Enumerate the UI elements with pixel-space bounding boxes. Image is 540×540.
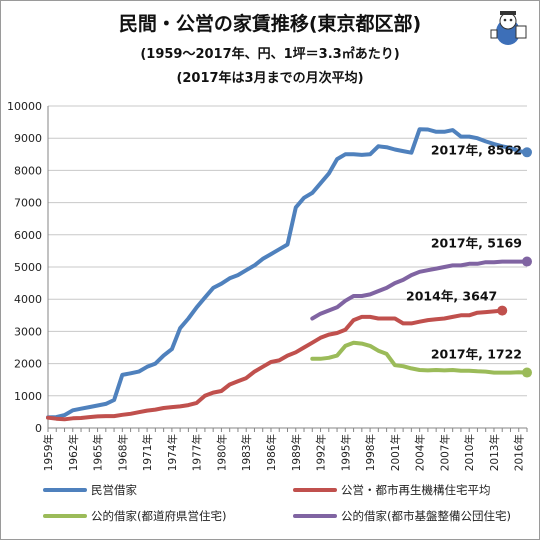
series-line-1: [46, 127, 529, 420]
data-label: 2017年, 8562: [431, 142, 522, 157]
series-line-3: [310, 340, 529, 375]
x-tick-label: 1983年: [240, 434, 253, 471]
series-line-2: [46, 308, 505, 422]
chart-title: 民間・公営の家賃推移(東京都区部): [118, 13, 422, 35]
y-tick-label: 10000: [7, 100, 42, 113]
legend-label-2: 公営・都市再生機構住宅平均: [341, 483, 491, 497]
y-tick-label: 8000: [14, 164, 42, 177]
y-tick-label: 2000: [14, 358, 42, 371]
x-tick-label: 1980年: [215, 434, 228, 471]
y-tick-label: 5000: [14, 261, 42, 274]
y-tick-label: 7000: [14, 197, 42, 210]
data-label: 2017年, 1722: [431, 347, 522, 362]
x-tick-label: 1968年: [116, 434, 129, 471]
x-tick-label: 1965年: [92, 434, 105, 471]
x-tick-label: 1986年: [265, 434, 278, 471]
series-end-marker-3: [522, 367, 532, 378]
chart-subtitle-note: (2017年は3月までの月次平均): [176, 71, 364, 86]
series-end-marker-1: [522, 147, 532, 158]
series-end-marker-2: [497, 305, 508, 316]
legend-label-1: 民営借家: [91, 483, 137, 497]
x-tick-label: 2016年: [513, 434, 526, 471]
y-tick-label: 9000: [14, 132, 42, 145]
x-tick-label: 1962年: [67, 434, 80, 471]
x-tick-label: 1971年: [141, 434, 154, 471]
mascot-icon: [490, 11, 527, 45]
x-tick-label: 1992年: [315, 434, 328, 471]
y-tick-label: 1000: [14, 390, 42, 403]
x-tick-label: 2004年: [414, 434, 427, 471]
data-label: 2017年, 5169: [431, 236, 522, 251]
x-tick-label: 1998年: [364, 434, 377, 471]
x-tick-label: 2013年: [488, 434, 501, 471]
x-tick-label: 2007年: [438, 434, 451, 471]
x-tick-label: 2010年: [463, 434, 476, 471]
x-tick-label: 1959年: [42, 434, 55, 471]
y-tick-label: 6000: [14, 229, 42, 242]
y-tick-label: 0: [35, 422, 42, 435]
x-tick-label: 2001年: [389, 434, 402, 471]
series-line-4: [310, 259, 529, 321]
y-tick-label: 4000: [14, 293, 42, 306]
x-tick-label: 1977年: [191, 434, 204, 471]
x-tick-label: 1989年: [290, 434, 303, 471]
chart-subtitle-units: (1959～2017年、円、1坪＝3.3㎡あたり): [140, 47, 400, 62]
legend-label-4: 公的借家(都市基盤整備公団住宅): [341, 509, 511, 523]
x-tick-label: 1974年: [166, 434, 179, 471]
x-tick-label: 1995年: [339, 434, 352, 471]
y-tick-label: 3000: [14, 325, 42, 338]
legend-label-3: 公的借家(都道府県営住宅): [91, 509, 226, 523]
series-end-marker-4: [522, 256, 532, 267]
data-label: 2014年, 3647: [406, 289, 497, 304]
